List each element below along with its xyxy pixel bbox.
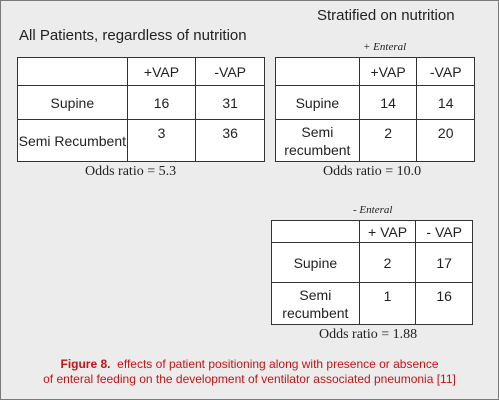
table-header-row: + VAP - VAP [271,220,473,243]
figure-caption: Figure 8. effects of patient positioning… [1,357,498,387]
caption-line-1: Figure 8. effects of patient positioning… [1,357,498,372]
column-header: +VAP [358,57,418,86]
cell-value: 17 [415,242,473,283]
cell-value: 16 [415,282,473,325]
table-header-row: +VAP -VAP [275,57,475,86]
table-row: Semi recumbent 2 20 [275,119,475,162]
stratified-heading: Stratified on nutrition [317,7,455,24]
enteral-table: +VAP -VAP Supine 14 14 Semi recumbent 2 … [275,57,475,162]
cell-value: 2 [358,119,418,162]
column-header: - VAP [415,220,473,243]
no-enteral-subtitle: - Enteral [353,204,393,216]
table-row: Semi recumbent 1 16 [271,282,473,325]
odds-ratio-enteral: Odds ratio = 10.0 [323,164,422,179]
row-label: Supine [271,242,360,283]
no-enteral-table: + VAP - VAP Supine 2 17 Semi recumbent 1… [271,220,473,325]
table-row: Supine 16 31 [17,85,265,120]
all-patients-table: +VAP -VAP Supine 16 31 Semi Recumbent 3 … [17,57,265,162]
cell-value: 1 [358,282,417,325]
table-header-row: +VAP -VAP [17,57,265,86]
odds-ratio-no-enteral: Odds ratio = 1.88 [319,327,418,342]
cell-value: 2 [358,242,417,283]
row-label: Semi recumbent [275,119,360,162]
caption-text-1: effects of patient positioning along wit… [117,357,439,371]
row-label: Semi recumbent [271,282,360,325]
cell-value: 20 [416,119,475,162]
cell-value: 31 [195,85,265,120]
column-header: -VAP [416,57,475,86]
column-header: +VAP [126,57,197,86]
cell-value: 14 [416,85,475,120]
cell-value: 16 [126,85,197,120]
row-label: Supine [17,85,128,120]
cell-value: 3 [126,119,197,162]
table-row: Supine 2 17 [271,242,473,283]
enteral-subtitle: + Enteral [363,41,407,53]
caption-text-2: of enteral feeding on the development of… [43,372,456,386]
empty-corner-cell [17,57,128,86]
odds-ratio-all: Odds ratio = 5.3 [85,164,177,179]
table-row: Supine 14 14 [275,85,475,120]
column-header: -VAP [195,57,265,86]
row-label: Semi Recumbent [17,119,128,162]
all-patients-heading: All Patients, regardless of nutrition [19,27,247,44]
empty-corner-cell [271,220,360,243]
cell-value: 14 [358,85,418,120]
figure-label: Figure 8. [60,357,111,371]
empty-corner-cell [275,57,360,86]
row-label: Supine [275,85,360,120]
cell-value: 36 [195,119,265,162]
table-row: Semi Recumbent 3 36 [17,119,265,162]
column-header: + VAP [358,220,417,243]
